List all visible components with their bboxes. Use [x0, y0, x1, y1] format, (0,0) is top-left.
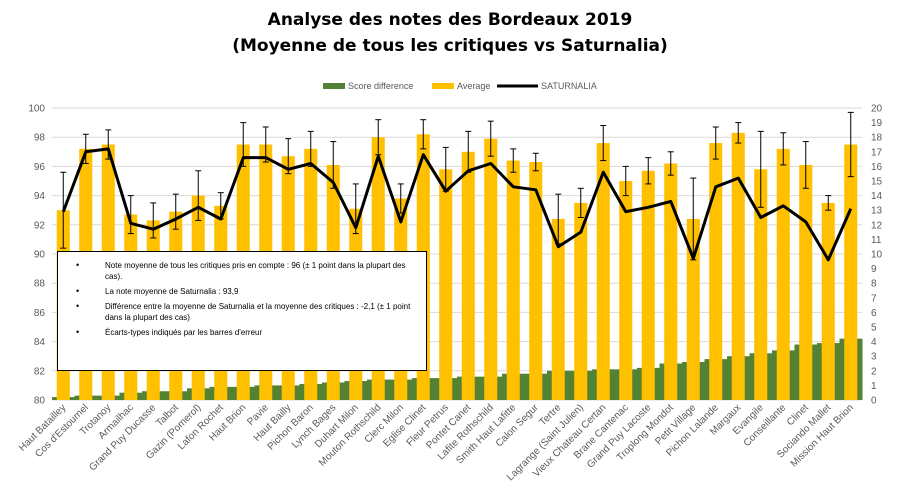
- average-bar: [574, 202, 588, 400]
- error-bar: [847, 111, 854, 178]
- error-bar: [667, 151, 674, 176]
- note-item: Différence entre la moyenne de Saturnali…: [76, 301, 416, 323]
- error-bar: [735, 122, 742, 144]
- saturnalia-series-line: [61, 147, 853, 262]
- average-bar: [754, 169, 768, 400]
- average-bar: [664, 163, 678, 400]
- chart-title-line1: Analyse des notes des Bordeaux 2019: [267, 10, 633, 30]
- right-axis-tick-label: 13: [871, 206, 883, 217]
- error-bar: [82, 133, 89, 164]
- error-bar: [532, 152, 539, 172]
- left-axis-tick-label: 98: [34, 133, 46, 144]
- note-item: Note moyenne de tous les critiques pris …: [76, 260, 416, 282]
- right-axis-tick-label: 2: [871, 366, 877, 377]
- right-axis-tick-label: 9: [871, 264, 877, 275]
- left-axis-tick-label: 100: [28, 104, 45, 115]
- average-bar: [844, 144, 858, 400]
- error-bar: [150, 202, 157, 239]
- left-axis-tick-label: 88: [34, 279, 46, 290]
- left-axis-tick-label: 94: [34, 191, 46, 202]
- right-axis-tick-label: 14: [871, 191, 883, 202]
- average-bar: [506, 160, 520, 400]
- left-axis-tick-label: 86: [34, 308, 46, 319]
- average-bar: [439, 169, 453, 400]
- average-bar: [551, 218, 565, 400]
- right-axis-tick-label: 0: [871, 396, 877, 407]
- right-axis-tick-label: 3: [871, 352, 877, 363]
- error-bar: [802, 141, 809, 189]
- left-axis-tick-label: 80: [34, 396, 46, 407]
- left-axis-tick-label: 96: [34, 162, 46, 173]
- average-bar: [461, 151, 475, 400]
- right-axis-tick-label: 17: [871, 147, 883, 158]
- average-bar: [619, 181, 633, 400]
- average-bar: [484, 138, 498, 400]
- left-axis-tick-label: 92: [34, 220, 46, 231]
- average-bar: [686, 218, 700, 400]
- average-bar: [641, 170, 655, 400]
- average-bar: [731, 132, 745, 400]
- notes-box: Note moyenne de tous les critiques pris …: [57, 251, 427, 371]
- error-bar: [420, 119, 427, 150]
- note-item: La note moyenne de Saturnalia : 93,9: [76, 286, 416, 297]
- right-axis-tick-label: 20: [871, 104, 883, 115]
- error-bar: [127, 195, 134, 235]
- error-bar: [487, 120, 494, 157]
- right-axis-tick-label: 1: [871, 381, 877, 392]
- average-bar: [821, 202, 835, 400]
- right-axis-tick-label: 11: [871, 235, 882, 246]
- left-axis-tick-label: 82: [34, 366, 46, 377]
- error-bar: [172, 193, 179, 230]
- legend-label-saturnalia: SATURNALIA: [541, 81, 597, 91]
- left-axis-tick-label: 90: [34, 250, 46, 261]
- error-bar: [712, 126, 719, 160]
- error-bar: [195, 170, 202, 221]
- right-axis-tick-label: 5: [871, 323, 877, 334]
- right-axis-tick-label: 8: [871, 279, 877, 290]
- average-bar: [709, 143, 723, 401]
- legend-label-average: Average: [457, 81, 490, 91]
- right-axis-tick-label: 18: [871, 133, 883, 144]
- saturnalia-line: [61, 147, 853, 262]
- error-bar: [757, 130, 764, 208]
- right-axis-tick-label: 15: [871, 177, 883, 188]
- right-axis-tick-label: 16: [871, 162, 883, 173]
- legend-swatch-average: [432, 83, 454, 89]
- right-axis-tick-label: 12: [871, 220, 883, 231]
- legend-label-score-difference: Score difference: [348, 81, 413, 91]
- legend-swatch-score-difference: [323, 83, 345, 89]
- note-item: Écarts-types indiqués par les barres d'e…: [76, 327, 416, 338]
- right-axis-tick-label: 7: [871, 293, 877, 304]
- error-bar: [825, 195, 832, 211]
- right-axis-tick-label: 4: [871, 337, 877, 348]
- average-bar: [529, 162, 543, 400]
- left-axis-tick-label: 84: [34, 337, 46, 348]
- error-bar: [577, 187, 584, 218]
- right-axis-tick-label: 19: [871, 118, 883, 129]
- right-axis-tick-label: 10: [871, 250, 883, 261]
- error-bar: [645, 157, 652, 185]
- error-bar: [780, 132, 787, 166]
- right-axis-tick-label: 6: [871, 308, 877, 319]
- average-bar: [776, 148, 790, 400]
- error-bar: [510, 148, 517, 173]
- average-bar: [596, 143, 610, 401]
- average-bar: [799, 164, 813, 400]
- chart-legend: Score difference Average SATURNALIA: [323, 81, 597, 91]
- chart-title-line2: (Moyenne de tous les critiques vs Saturn…: [232, 36, 668, 56]
- error-bar: [600, 125, 607, 162]
- left-axis-ticks: 80 82 84 86 88 90 92 94 96 98 100: [28, 104, 45, 407]
- error-bar: [622, 165, 629, 197]
